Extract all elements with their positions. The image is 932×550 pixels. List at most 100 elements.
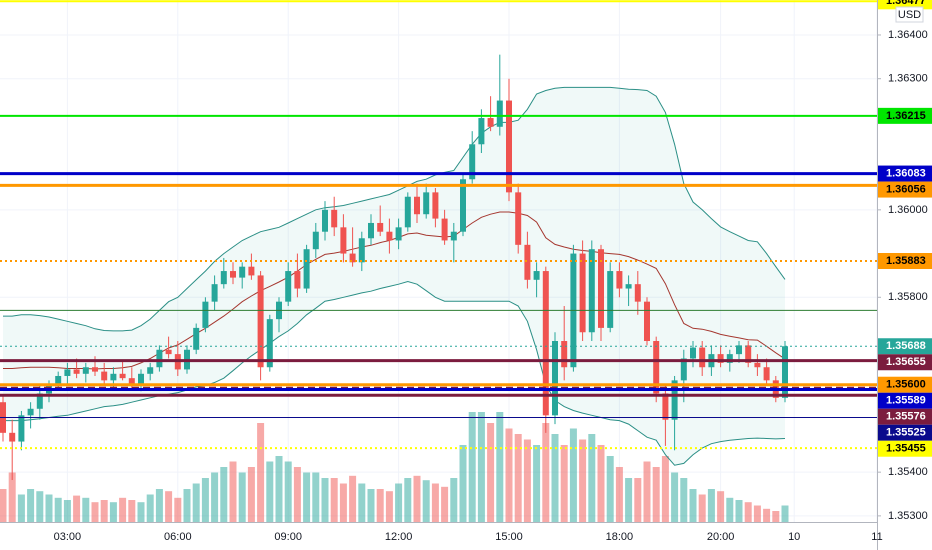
candle-body — [607, 271, 614, 328]
volume-bar — [652, 467, 660, 522]
candle-body — [18, 415, 25, 442]
candle-body — [92, 367, 98, 372]
volume-bar — [707, 489, 715, 522]
candle-body — [27, 408, 34, 416]
candle-body — [469, 144, 476, 180]
candle-body — [726, 354, 733, 363]
volume-bar — [781, 505, 789, 522]
level-tag-label: 1.35883 — [886, 255, 926, 267]
candle-body — [782, 346, 788, 398]
candle-body — [55, 375, 62, 385]
y-tick-label: 1.36400 — [888, 29, 928, 41]
x-tick-label: 03:00 — [54, 531, 82, 543]
candle-body — [745, 345, 752, 363]
candle-body — [432, 192, 439, 219]
volume-bar — [735, 500, 743, 522]
candle-body — [386, 231, 393, 241]
volume-bar — [726, 497, 734, 522]
candle-body — [754, 362, 761, 368]
volume-bar — [450, 478, 458, 522]
volume-bar — [772, 511, 780, 522]
volume-bar — [330, 478, 338, 522]
y-tick-label: 1.35800 — [888, 291, 928, 303]
candle-body — [230, 271, 236, 278]
candle-body — [82, 367, 89, 374]
candle-body — [312, 231, 319, 250]
price-axis-bg — [877, 0, 932, 550]
y-tick-label: 1.36300 — [888, 73, 928, 85]
candle-body — [487, 118, 494, 127]
candle-body — [211, 284, 218, 302]
volume-bar — [137, 502, 145, 522]
volume-bar — [625, 478, 633, 522]
candle-body — [9, 432, 16, 442]
volume-bar — [100, 500, 108, 522]
volume-bar — [533, 445, 541, 522]
candle-body — [662, 393, 669, 420]
candle-body — [579, 253, 586, 333]
level-tag — [878, 253, 932, 269]
volume-bar — [505, 428, 513, 522]
candle-body — [294, 271, 301, 289]
candle-body — [358, 238, 365, 263]
band-fill — [3, 87, 785, 466]
volume-bar — [358, 483, 366, 522]
volume-bar — [63, 500, 71, 522]
volume-bar — [487, 423, 495, 522]
volume-bar — [698, 494, 706, 522]
candle-body — [239, 266, 246, 278]
volume-bar — [146, 494, 154, 522]
x-tick-label: 20:00 — [707, 531, 735, 543]
level-tag-label: 1.35455 — [886, 443, 926, 455]
volume-bar — [514, 434, 522, 522]
volume-bar — [275, 456, 283, 522]
volume-bar — [220, 467, 228, 522]
volume-bar — [597, 445, 605, 522]
volume-bar — [17, 494, 25, 522]
currency-box — [895, 6, 924, 23]
band-middle — [3, 211, 786, 370]
volume-bar — [496, 412, 504, 522]
volume-bar — [0, 489, 7, 522]
x-tick-label: 10 — [788, 531, 800, 543]
volume-bar — [367, 489, 375, 522]
candle-body — [73, 369, 80, 374]
volume-bar — [211, 472, 219, 522]
x-tick-label: 15:00 — [495, 531, 523, 543]
candle-body — [616, 271, 623, 289]
volume-bar — [689, 489, 697, 522]
level-tag — [878, 165, 932, 182]
level-tag — [878, 408, 932, 425]
level-tag — [878, 424, 932, 441]
candle-body — [349, 253, 356, 263]
band-upper — [3, 86, 786, 332]
level-tag-label: 1.35655 — [886, 356, 926, 368]
volume-bar — [413, 475, 421, 522]
candle-body — [515, 192, 522, 245]
candle-body — [690, 347, 696, 359]
volume-bar — [542, 423, 550, 522]
level-tag — [878, 107, 932, 124]
volume-bar — [312, 472, 320, 522]
candle-body — [331, 209, 338, 228]
volume-bar — [404, 478, 412, 522]
volume-bar — [431, 483, 439, 522]
candle-body — [165, 349, 172, 355]
volume-bar — [174, 497, 182, 522]
candle-body — [506, 100, 512, 193]
level-tag — [878, 440, 932, 457]
volume-bar — [303, 472, 311, 522]
candle-body — [644, 301, 650, 342]
time-axis-bg — [0, 522, 877, 550]
candle-body — [598, 249, 604, 328]
volume-bar — [441, 486, 449, 522]
candle-body — [736, 345, 742, 355]
level-tag-label: 1.36215 — [886, 110, 926, 122]
candle-body — [36, 393, 43, 409]
x-tick-label: 18:00 — [606, 531, 634, 543]
volume-bar — [73, 495, 81, 522]
level-tag — [878, 392, 932, 409]
candle-body — [64, 369, 71, 376]
candle-body — [441, 218, 448, 241]
